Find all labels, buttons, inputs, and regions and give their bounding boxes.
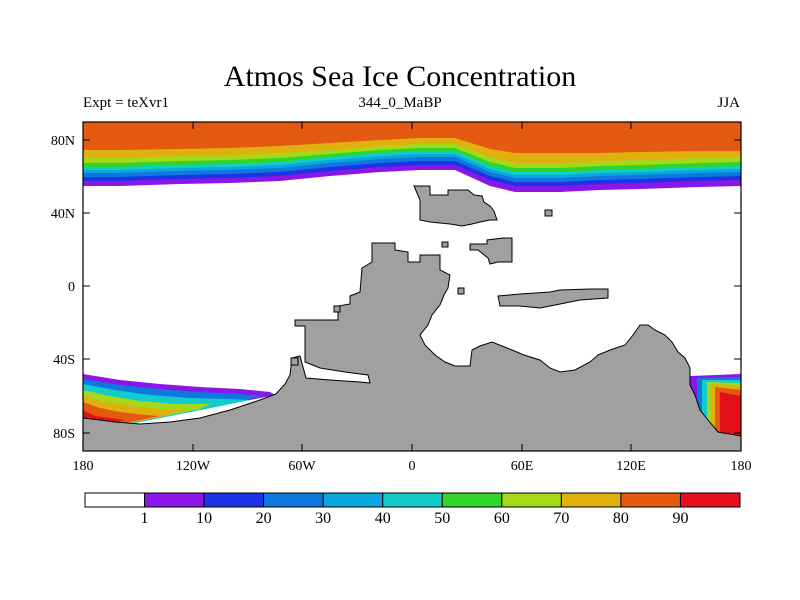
colorbar-label: 80 [613,510,629,527]
map-body [83,122,741,451]
season-label: JJA [717,95,740,111]
colorbar-box [441,492,503,508]
lon-label: 60E [511,459,534,474]
landmass [83,185,741,451]
colorbar-label: 20 [256,510,272,527]
colorbar-label: 1 [141,510,149,527]
colorbar-label: 40 [375,510,391,527]
colorbar-label: 60 [494,510,510,527]
lat-label: 0 [68,280,75,295]
lat-label: 80N [51,134,75,149]
lon-axis [82,122,742,451]
colorbar-box [501,492,562,508]
arctic-sea-ice [83,122,741,192]
lat-label: 40N [51,207,75,222]
lat-label: 40S [53,353,75,368]
experiment-label: Expt = teXvr1 [83,95,169,111]
colorbar-label: 50 [434,510,450,527]
colorbar-box [620,492,681,508]
colorbar-box [560,492,622,508]
colorbar-box [84,492,146,508]
plot-title: Atmos Sea Ice Concentration [223,60,577,93]
colorbar-box [144,492,205,508]
lon-label: 180 [731,459,752,474]
colorbar-label: 10 [196,510,212,527]
lat-label: 80S [53,427,75,442]
time-label: 344_0_MaBP [358,95,442,111]
lon-label: 120W [176,459,211,474]
colorbar-box [679,492,741,508]
colorbar-box [263,492,324,508]
lon-label: 0 [409,459,416,474]
lat-axis [83,139,741,434]
colorbar-box [322,492,384,508]
colorbar-label: 90 [672,510,688,527]
lon-label: 60W [288,459,316,474]
lon-label: 120E [616,459,646,474]
colorbar: 1 10 20 30 40 50 60 70 80 90 [84,492,741,527]
colorbar-label: 30 [315,510,331,527]
colorbar-box [382,492,443,508]
colorbar-box [203,492,265,508]
colorbar-label: 70 [553,510,569,527]
lon-label: 180 [73,459,94,474]
